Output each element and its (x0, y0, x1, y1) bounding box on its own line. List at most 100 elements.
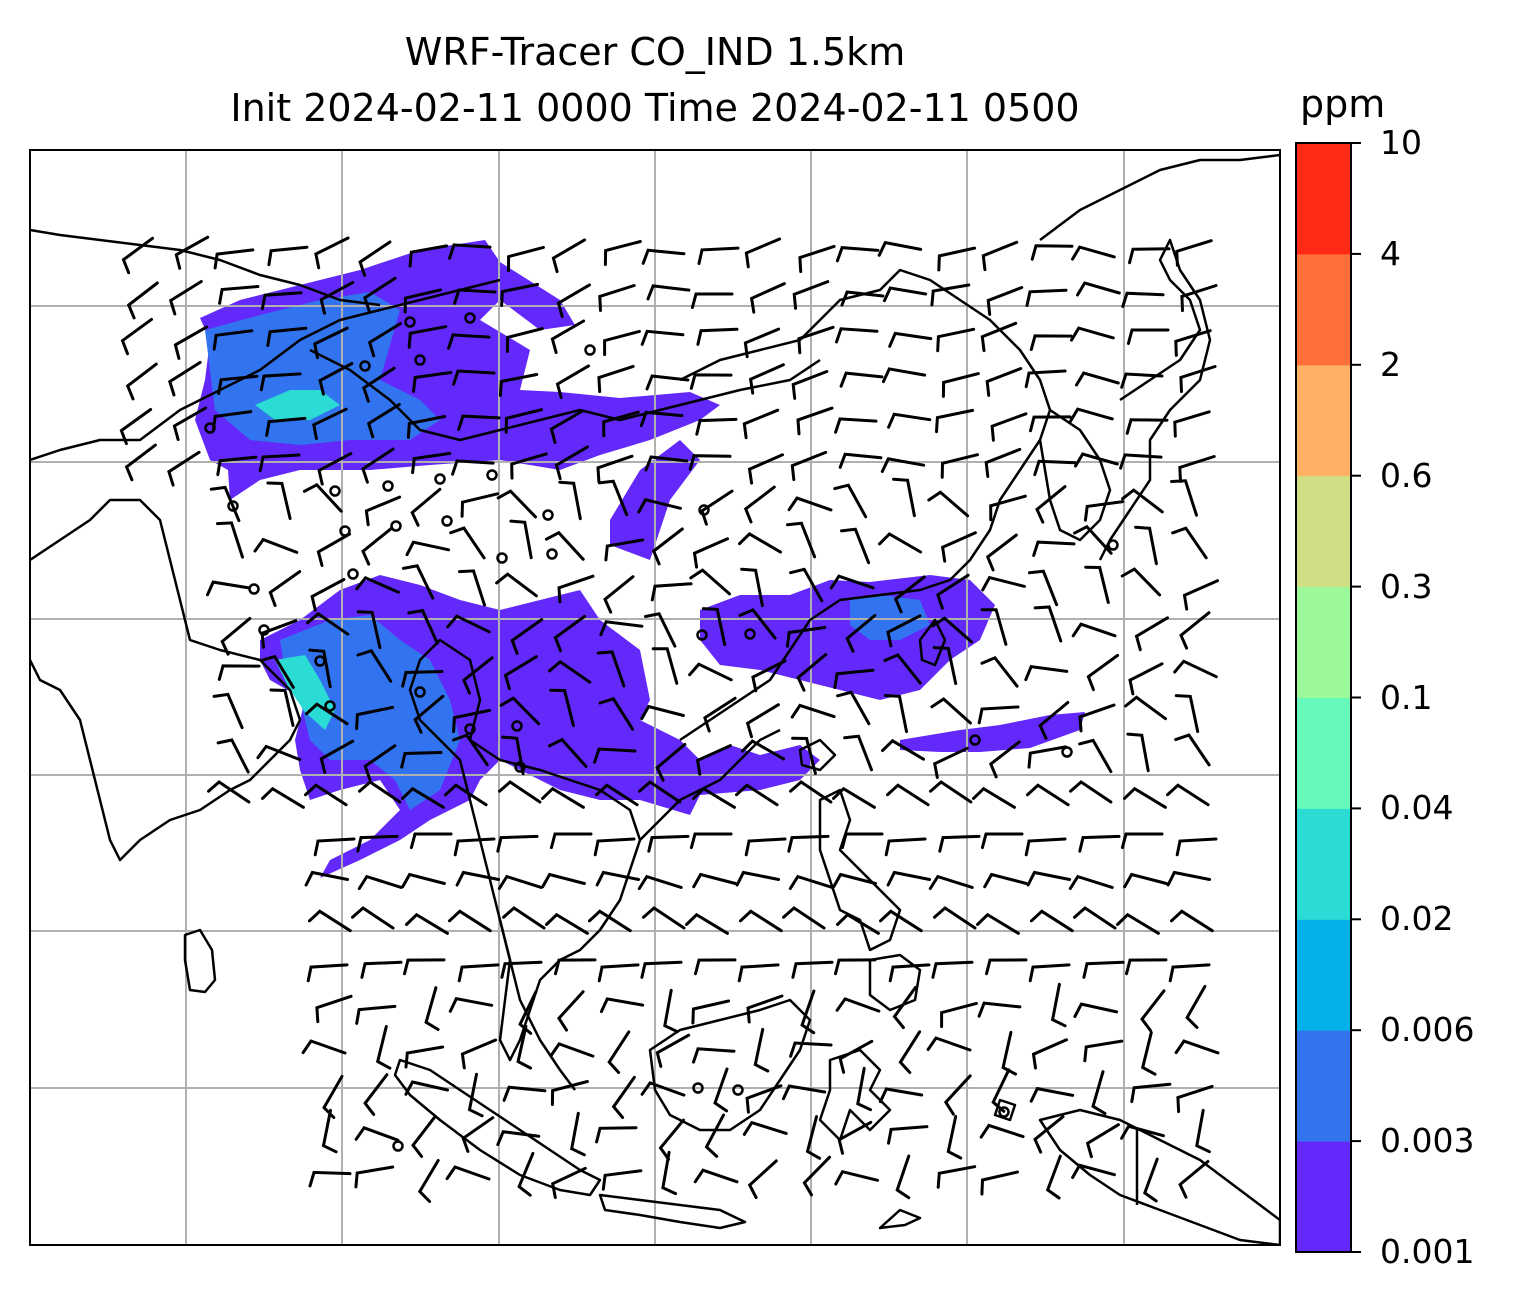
wind-barb (690, 292, 734, 309)
calm-marker (404, 316, 416, 328)
wind-barb (502, 1085, 547, 1102)
wind-barb (981, 240, 1019, 272)
wind-barb (802, 1155, 832, 1197)
wind-barb (895, 1154, 911, 1200)
calm-marker (392, 1140, 404, 1152)
wind-barb (643, 612, 677, 648)
wind-barb (845, 614, 877, 653)
wind-barb (364, 495, 402, 527)
wind-barb (1174, 329, 1212, 357)
wind-barb (941, 372, 980, 398)
wind-barb (455, 870, 501, 887)
wind-barb (121, 236, 154, 275)
wind-barb (407, 608, 439, 645)
wind-barb (304, 870, 350, 887)
wind-barb (1074, 452, 1119, 468)
wind-barb (361, 447, 395, 484)
wind-barb (640, 960, 683, 979)
wind-barb (260, 291, 303, 311)
wind-barb (319, 739, 355, 774)
wind-barb (451, 459, 495, 476)
wind-barb (1073, 1002, 1119, 1018)
wind-barb (318, 362, 354, 396)
wind-barb (1033, 605, 1063, 643)
wind-barb (1195, 1108, 1211, 1154)
wind-barb (933, 906, 977, 930)
wind-barb (403, 288, 442, 314)
wind-barb (261, 786, 305, 809)
wind-barb (745, 1084, 783, 1114)
wind-barb (887, 1125, 929, 1145)
wind-barb (268, 570, 302, 607)
wind-barb (1130, 1082, 1172, 1104)
wind-barb (305, 702, 349, 726)
wind-barb (893, 575, 926, 614)
wind-barb (832, 786, 876, 809)
wind-barb (207, 780, 251, 804)
wind-barb (593, 747, 637, 764)
wind-barb (796, 653, 828, 692)
wind-barb (940, 453, 979, 479)
wind-barb (120, 317, 153, 356)
wind-barb (544, 530, 585, 561)
wind-barb (124, 443, 157, 482)
wind-barb (946, 1114, 963, 1160)
border-central-asia (30, 228, 381, 307)
wind-barb (355, 705, 395, 731)
wind-barb (449, 526, 486, 560)
wind-barb (556, 283, 591, 319)
wind-barb (838, 452, 883, 469)
wind-barb (886, 783, 930, 807)
wind-barb (692, 872, 737, 889)
wind-barb (985, 367, 1023, 397)
wind-barb (549, 409, 585, 444)
colorbar-tick-label: 0.1 (1380, 677, 1433, 717)
wind-barb (980, 832, 1024, 850)
wind-barb (1050, 982, 1067, 1028)
wind-barb (1083, 1039, 1124, 1063)
wind-barb (744, 237, 782, 269)
wind-barb (655, 742, 687, 782)
map-frame (29, 149, 1281, 1246)
wind-barb (1126, 328, 1170, 345)
wind-barb (1121, 488, 1164, 514)
wind-barb (599, 997, 645, 1014)
wind-barb (355, 575, 400, 594)
wind-barb (743, 327, 781, 359)
wind-barb (739, 909, 783, 933)
wind-barb (741, 739, 786, 761)
wind-barb (936, 573, 970, 610)
wind-barb (1119, 453, 1163, 470)
wind-barb (1142, 1157, 1159, 1203)
wind-barb (266, 481, 292, 520)
wind-barb (700, 489, 734, 526)
wind-barb (1028, 569, 1059, 607)
calm-marker (339, 525, 351, 537)
wind-barb (317, 452, 353, 486)
calm-marker (696, 629, 708, 641)
wind-barb (500, 960, 543, 979)
wind-barb (1180, 284, 1218, 312)
wind-barb (747, 453, 784, 485)
wind-barb (695, 744, 732, 776)
wind-barb (791, 960, 834, 979)
wind-barb (308, 1170, 352, 1188)
wind-barb (836, 912, 880, 935)
wind-barb (460, 1038, 498, 1070)
calm-marker (514, 761, 526, 773)
wind-barb (362, 366, 396, 403)
wind-barb (985, 958, 1028, 976)
wind-barb (351, 906, 395, 930)
wind-barb (1125, 958, 1168, 976)
wind-barb (259, 654, 295, 689)
colorbar-tick-label: 10 (1380, 123, 1422, 162)
wind-barb (406, 415, 447, 439)
wind-barb (601, 1169, 643, 1191)
wind-barb (943, 1074, 972, 1116)
wind-barb (1031, 1038, 1068, 1070)
calm-marker (258, 624, 270, 636)
wind-barb (517, 1151, 535, 1197)
wind-barb (785, 626, 827, 648)
wind-barb (655, 1033, 691, 1068)
